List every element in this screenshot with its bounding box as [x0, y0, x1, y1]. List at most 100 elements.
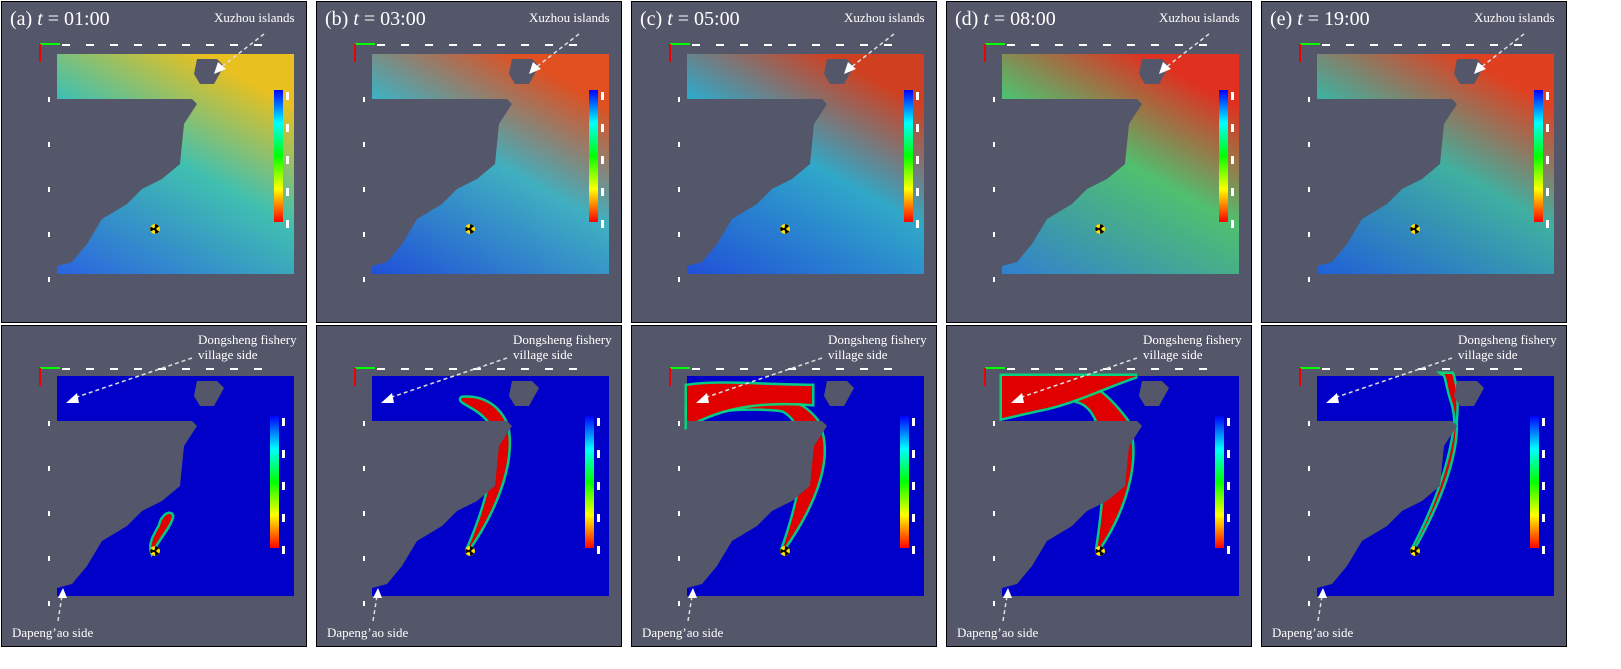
time-value: 19:00 [1324, 8, 1370, 30]
colorbar-tick-label [1227, 418, 1230, 426]
axis-tick-label [1418, 44, 1426, 46]
axis-tick-label [363, 142, 365, 147]
axis-tick-label [1490, 44, 1498, 46]
axis-tick-label [1370, 368, 1378, 370]
colorbar-tick-label [282, 546, 285, 554]
axis-tick-label [48, 421, 50, 426]
colorbar-tick-label [912, 514, 915, 522]
panel-title: (b) t = 03:00 [325, 8, 426, 30]
axis-tick-label [363, 511, 365, 516]
island [824, 381, 854, 406]
time-symbol: t [353, 8, 359, 30]
colorbar-tick-label [597, 514, 600, 522]
time-symbol: t [1297, 8, 1303, 30]
map-view [354, 357, 609, 622]
axis-tick-label [1103, 368, 1111, 370]
colorbar-tick-label [286, 92, 289, 100]
axis-tick-label [1490, 368, 1498, 370]
map-view [1299, 357, 1554, 622]
land-mass [57, 99, 197, 266]
dongsheng-label-line1: Dongsheng fishery [513, 332, 612, 347]
axis-tick-label [62, 368, 70, 370]
island [824, 59, 854, 84]
axis-tick-label [230, 368, 238, 370]
map-view [984, 357, 1239, 622]
colorbar [274, 90, 283, 222]
axis-tick-label [62, 44, 70, 46]
axis-tick-label [1007, 44, 1015, 46]
colorbar-tick-label [916, 220, 919, 228]
colorbar-tick-label [1227, 482, 1230, 490]
time-value: 03:00 [380, 8, 426, 30]
axis-tick-label [363, 421, 365, 426]
colorbar-tick-label [1231, 188, 1234, 196]
axis-tick-label [254, 368, 262, 370]
axis-tick-label [678, 232, 680, 237]
island [194, 381, 224, 406]
velocity-panel-b: (b) t = 03:00 Xuzhou islands [316, 1, 622, 323]
axis-tick-label [545, 368, 553, 370]
panel-title: (a) t = 01:00 [10, 8, 110, 30]
radiation-trefoil-icon [1095, 224, 1105, 234]
axis-tick-label [678, 421, 680, 426]
axis-tick-label [678, 187, 680, 192]
colorbar-tick-label [597, 418, 600, 426]
axis-tick-label [1127, 44, 1135, 46]
pollutant-plume [1412, 374, 1457, 551]
axis-tick-label [1514, 44, 1522, 46]
axis-tick-label [993, 466, 995, 471]
axis-tick-label [254, 44, 262, 46]
colorbar-tick-label [1542, 418, 1545, 426]
axis-tick-label [1308, 601, 1310, 606]
axis-tick-label [1442, 44, 1450, 46]
axis-tick-label [1031, 368, 1039, 370]
axis-tick-label [1308, 421, 1310, 426]
arrow-icon [529, 62, 541, 74]
colorbar-tick-label [286, 156, 289, 164]
axis-tick-label [1370, 44, 1378, 46]
dapengao-label: Dapeng’ao side [12, 625, 94, 640]
axis-tick-label [993, 511, 995, 516]
axis-tick-label [1308, 232, 1310, 237]
axis-tick-label [860, 368, 868, 370]
axis-tick-label [1175, 368, 1183, 370]
colorbar-tick-label [282, 450, 285, 458]
axis-tick-label [1308, 97, 1310, 102]
map-view [669, 357, 924, 622]
radiation-trefoil-icon [1410, 224, 1420, 234]
colorbar-tick-label [1542, 482, 1545, 490]
axis-tick-label [692, 368, 700, 370]
axis-tick-label [473, 368, 481, 370]
xuzhou-islands-label: Xuzhou islands [1474, 10, 1555, 25]
colorbar [1530, 416, 1539, 548]
axis-tick-label [1175, 44, 1183, 46]
axis-tick-label [716, 368, 724, 370]
panel-label: (c) [640, 8, 663, 30]
map-view [1299, 33, 1554, 282]
arrow-icon [1011, 393, 1024, 403]
panel-label: (d) [955, 8, 979, 30]
axis-tick-label [812, 44, 820, 46]
axis-tick-label [692, 44, 700, 46]
axis-tick-label [363, 601, 365, 606]
axis-tick-label [1308, 187, 1310, 192]
axis-tick-label [48, 277, 50, 282]
island [509, 381, 539, 406]
island [1139, 59, 1169, 84]
concentration-panel-d: Dongsheng fishery village side Dapeng’ao s… [946, 325, 1252, 647]
axis-tick-label [230, 44, 238, 46]
radiation-trefoil-icon [1095, 546, 1105, 556]
axis-tick-label [1442, 368, 1450, 370]
colorbar-tick-label [1546, 188, 1549, 196]
colorbar-tick-label [1227, 450, 1230, 458]
colorbar-tick-label [912, 546, 915, 554]
xuzhou-islands-label: Xuzhou islands [1159, 10, 1240, 25]
dongsheng-label-line1: Dongsheng fishery [198, 332, 297, 347]
land-mass [1002, 99, 1142, 266]
panel-title: (d) t = 08:00 [955, 8, 1056, 30]
colorbar-tick-label [1542, 450, 1545, 458]
dongsheng-label-line1: Dongsheng fishery [1458, 332, 1557, 347]
axis-tick-label [678, 556, 680, 561]
arrow-icon [373, 588, 382, 598]
